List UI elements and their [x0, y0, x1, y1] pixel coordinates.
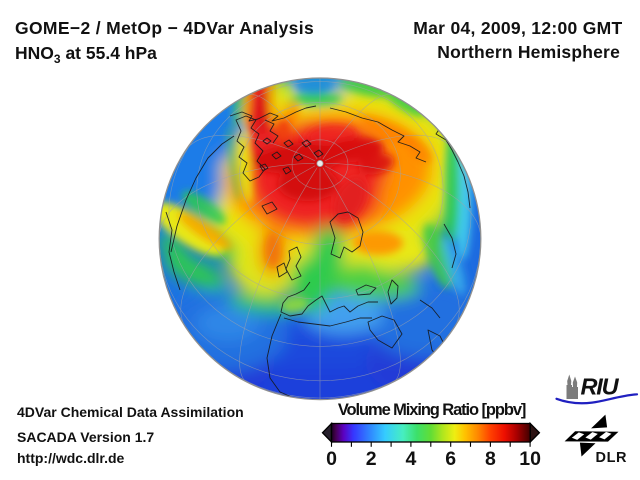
svg-text:2: 2 [366, 448, 377, 470]
svg-text:10: 10 [519, 448, 541, 470]
svg-text:DLR: DLR [596, 450, 628, 466]
svg-text:RIU: RIU [581, 373, 620, 399]
svg-text:6: 6 [445, 448, 456, 470]
svg-text:0: 0 [326, 448, 337, 470]
svg-text:8: 8 [485, 448, 496, 470]
svg-text:4: 4 [405, 448, 416, 470]
